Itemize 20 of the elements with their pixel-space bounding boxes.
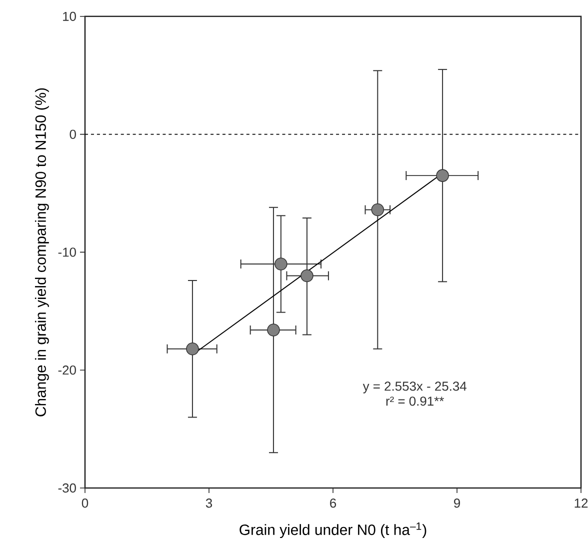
point xyxy=(274,258,288,270)
y-tick-label: 0 xyxy=(70,130,76,139)
point xyxy=(371,203,384,216)
y-axis-title: Change in grain yield comparing N90 to N150 (%) xyxy=(34,88,49,416)
x-tick-label: 9 xyxy=(454,498,460,508)
x-tick-label: 0 xyxy=(82,498,88,508)
x-axis-title: Grain yield under N0 (t ha$^{–1}$) xyxy=(240,522,426,538)
point xyxy=(436,169,449,182)
point xyxy=(186,342,199,356)
point xyxy=(300,269,314,282)
y-tick-label: -20 xyxy=(58,366,76,375)
x-tick-label: 6 xyxy=(330,498,336,508)
y-tick-label: -30 xyxy=(58,483,76,493)
y-tick-label: 10 xyxy=(63,12,76,21)
annotation: r² = 0.91** xyxy=(386,396,444,406)
annotation: y = 2.553x - 25.34 xyxy=(362,382,466,394)
point xyxy=(267,324,280,336)
x-tick-label: 3 xyxy=(206,498,212,508)
y-tick-label: -10 xyxy=(58,248,76,257)
x-tick-label: 12 xyxy=(574,498,588,508)
